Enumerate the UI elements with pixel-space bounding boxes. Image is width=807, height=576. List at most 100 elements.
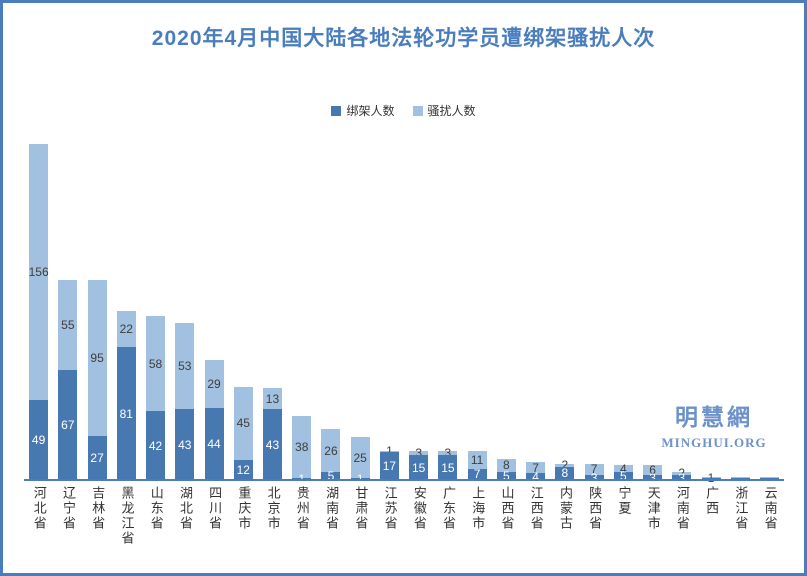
kidnapped-segment-value-label: 3	[649, 470, 656, 485]
kidnapped-segment-value-label: 17	[382, 459, 397, 474]
x-axis-label-cell: 江苏省	[375, 486, 404, 546]
stacked-bar: 156 49	[28, 143, 49, 480]
x-axis-label-cell: 山西省	[492, 486, 521, 546]
kidnapped-segment-value-label: 43	[178, 437, 192, 452]
x-axis-label-cell: 黑龙江省	[112, 486, 141, 546]
harassed-segment-value-label: 8	[503, 458, 510, 473]
x-axis-category-label: 云南省	[762, 486, 778, 531]
harassed-segment-value-label: 55	[61, 318, 75, 333]
harassed-segment: 55	[58, 279, 78, 371]
kidnapped-segment-value-label: 7	[473, 467, 481, 482]
x-axis-label-cell: 上海市	[463, 486, 492, 546]
x-axis-label-cell: 江西省	[521, 486, 550, 546]
stacked-bar: 55 67	[58, 279, 78, 480]
harassed-segment-value-label: 1	[708, 472, 715, 484]
kidnapped-segment: 12	[233, 460, 253, 480]
kidnapped-segment-value-label: 4	[532, 469, 539, 484]
kidnapped-segment-value-label: 3	[678, 470, 686, 485]
stacked-bar: 251	[350, 437, 370, 485]
harassed-segment-value-label: 2	[678, 466, 686, 481]
bar-column: 13 43	[258, 140, 287, 480]
x-axis-category-label: 江苏省	[382, 486, 398, 531]
kidnapped-segment: 49	[29, 399, 49, 480]
harassed-segment: 53	[175, 322, 195, 410]
stacked-bar: 29 44	[204, 360, 224, 480]
kidnapped-segment-value-label: 81	[119, 406, 133, 421]
x-axis-label-cell: 辽宁省	[53, 486, 82, 546]
harassed-segment: 8	[496, 458, 516, 473]
x-axis-category-label: 山东省	[148, 486, 164, 531]
x-axis-category-label: 河北省	[31, 486, 47, 531]
harassed-segment: 58	[146, 316, 166, 412]
x-axis-category-label: 天津市	[645, 486, 661, 531]
harassed-segment: 4	[613, 461, 633, 476]
bar-column: 55 67	[53, 140, 82, 480]
harassed-segment	[730, 476, 750, 479]
harassed-segment-value-label: 156	[28, 264, 49, 279]
legend-item-label: 骚扰人数	[427, 104, 476, 118]
x-axis-label-cell: 重庆市	[229, 486, 258, 546]
x-axis-category-label: 江西省	[528, 486, 544, 531]
stacked-bar: 53 43	[175, 322, 195, 480]
stacked-bar: 45 12	[233, 386, 253, 480]
kidnapped-segment-value-label: 8	[561, 466, 569, 481]
kidnapped-segment: 15	[409, 455, 429, 480]
stacked-bar: 117	[379, 445, 399, 480]
harassed-segment: 3	[438, 447, 458, 459]
x-axis-labels: 河北省 辽宁省 吉林省 黑龙江省 山东省 湖北省 四川省 重庆市 北京市 贵州省 湖南省 甘肃省 江苏省…	[24, 486, 784, 546]
bar-column: 45 12	[229, 140, 258, 480]
stacked-bar: 26 5	[321, 429, 341, 483]
harassed-segment-value-label: 4	[619, 461, 627, 476]
kidnapped-segment-value-label: 49	[31, 432, 46, 447]
bar-column: 29 44	[199, 140, 228, 480]
x-axis-label-cell: 四川省	[199, 486, 228, 546]
kidnapped-segment: 4	[526, 469, 546, 484]
kidnapped-segment-value-label: 43	[265, 437, 280, 452]
x-axis-label-cell: 甘肃省	[346, 486, 375, 546]
x-axis-category-label: 重庆市	[236, 486, 252, 531]
harassed-segment-value-label: 45	[236, 416, 250, 431]
x-axis-category-label: 四川省	[207, 486, 223, 531]
harassed-segment-value-label: 58	[148, 356, 163, 371]
stacked-bar: 95 27	[87, 279, 107, 480]
harassed-segment-value-label: 3	[444, 445, 452, 460]
kidnapped-segment-value-label: 15	[441, 460, 455, 475]
kidnapped-segment: 17	[379, 452, 399, 480]
kidnapped-segment: 43	[262, 409, 282, 480]
kidnapped-segment: 27	[87, 435, 107, 480]
kidnapped-segment-value-label: 12	[236, 463, 250, 478]
harassed-segment: 7	[584, 463, 604, 475]
x-axis-line	[24, 479, 784, 481]
x-axis-category-label: 上海市	[470, 486, 486, 531]
bar-column: 26 5	[316, 140, 345, 483]
legend-item-kidnapped: 绑架人数	[331, 102, 395, 119]
harassed-segment-value-label: 26	[324, 443, 338, 458]
harassed-segment-value-label: 13	[265, 391, 280, 406]
x-axis-label-cell: 内蒙古	[550, 486, 579, 546]
stacked-bar: 22 81	[116, 311, 136, 480]
harassed-segment: 1	[379, 445, 399, 457]
harassed-segment: 156	[28, 143, 49, 400]
harassed-segment: 25	[350, 437, 370, 479]
bar-column: 53 43	[170, 140, 199, 480]
harassed-segment: 95	[87, 279, 107, 436]
harassed-series-swatch-icon	[412, 105, 423, 116]
legend-item-label: 绑架人数	[346, 104, 395, 118]
harassed-segment: 38	[292, 416, 312, 479]
kidnapped-segment: 3	[672, 472, 692, 484]
x-axis-category-label: 湖北省	[177, 486, 193, 531]
kidnapped-segment-value-label: 5	[327, 468, 335, 483]
x-axis-category-label: 辽宁省	[61, 486, 76, 531]
kidnapped-segment: 3	[643, 472, 663, 484]
x-axis-category-label: 河南省	[674, 486, 690, 531]
